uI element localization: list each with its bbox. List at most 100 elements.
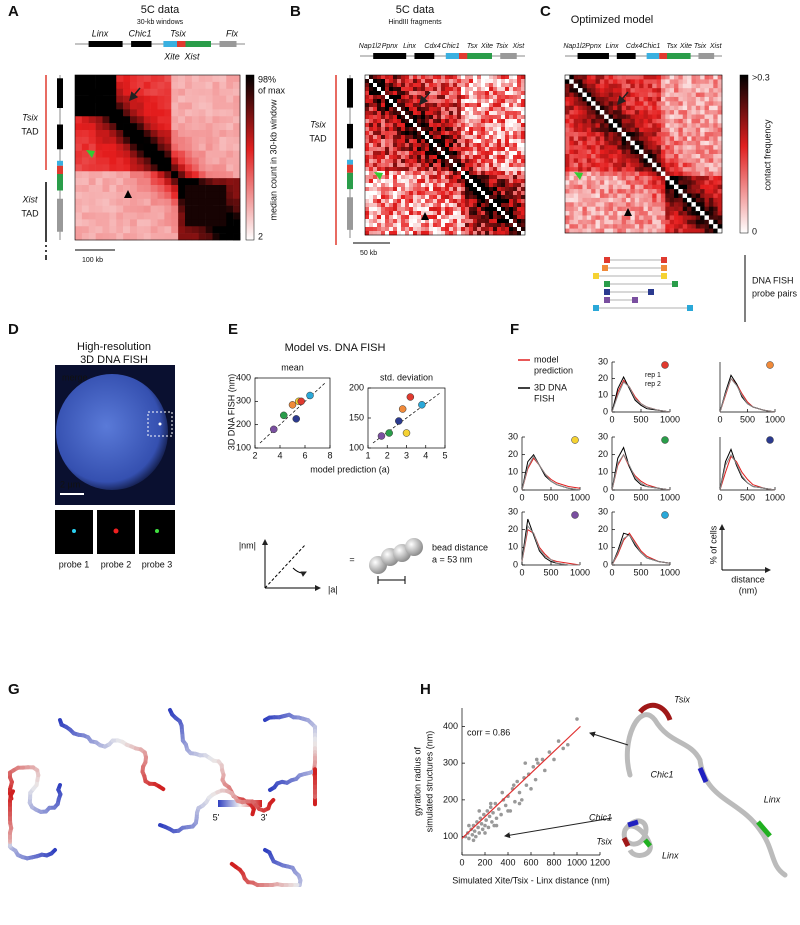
heatmap-cell xyxy=(497,155,502,160)
heatmap-cell xyxy=(401,107,406,112)
y-tick-label: 10 xyxy=(598,467,608,477)
heatmap-cell xyxy=(429,199,434,204)
heatmap-cell xyxy=(639,197,644,203)
heatmap-cell xyxy=(639,180,644,186)
heatmap-cell xyxy=(377,103,382,108)
heatmap-cell xyxy=(409,135,414,140)
heatmap-cell xyxy=(409,119,414,124)
heatmap-cell xyxy=(369,207,374,212)
heatmap-cell xyxy=(116,95,124,103)
heatmap-cell xyxy=(652,114,657,120)
heatmap-cell xyxy=(656,215,662,221)
heatmap-cell xyxy=(691,180,697,186)
heatmap-cell xyxy=(102,143,110,151)
heatmap-cell xyxy=(433,135,438,140)
heatmap-cell xyxy=(687,140,692,146)
heatmap-cell xyxy=(178,81,186,90)
heatmap-cell xyxy=(708,219,714,225)
heatmap-cell xyxy=(617,136,622,142)
heatmap-cell xyxy=(708,175,714,181)
heatmap-cell xyxy=(591,197,596,203)
heatmap-cell xyxy=(630,105,636,111)
heatmap-cell xyxy=(365,107,370,112)
heatmap-cell xyxy=(595,105,601,111)
heatmap-cell xyxy=(717,118,723,124)
heatmap-cell xyxy=(178,109,186,117)
heatmap-cell xyxy=(489,231,494,236)
heatmap-cell xyxy=(437,187,442,192)
heatmap-cell xyxy=(604,215,609,221)
heatmap-cell xyxy=(639,145,644,150)
heatmap-cell xyxy=(381,231,386,236)
heatmap-cell xyxy=(369,227,374,232)
heatmap-cell xyxy=(573,149,579,155)
heatmap-cell xyxy=(634,83,640,89)
heatmap-cell xyxy=(164,102,172,110)
heatmap-cell xyxy=(369,175,374,180)
heatmap-cell xyxy=(405,219,410,224)
heatmap-cell xyxy=(95,226,103,234)
heatmap-cell xyxy=(687,105,692,111)
heatmap-cell xyxy=(461,103,466,108)
axis-key xyxy=(719,524,771,573)
heatmap-cell xyxy=(578,149,583,155)
heatmap-cell xyxy=(505,211,510,216)
gene xyxy=(57,174,63,191)
heatmap-cell xyxy=(481,111,486,116)
heatmap-cell xyxy=(630,219,636,225)
heatmap-cell xyxy=(630,171,636,177)
heatmap-cell xyxy=(517,143,522,148)
heatmap-cell xyxy=(437,191,442,196)
heatmap-cell xyxy=(501,211,506,216)
heatmap-cell xyxy=(687,110,692,115)
heatmap-cell xyxy=(669,140,675,146)
heatmap-cell xyxy=(465,211,470,216)
heatmap-cell xyxy=(385,159,390,164)
heatmap-cell xyxy=(713,136,718,142)
heatmap-cell xyxy=(485,203,490,208)
heatmap-cell xyxy=(674,105,679,111)
heatmap-cell xyxy=(417,195,422,200)
heatmap-cell xyxy=(674,118,679,124)
gene xyxy=(347,164,353,173)
heatmap-cell xyxy=(469,95,474,100)
heatmap-cell xyxy=(413,135,418,140)
heatmap-cell xyxy=(497,163,502,168)
heatmap-cell xyxy=(389,151,394,156)
heatmap-cell xyxy=(521,167,526,172)
heatmap-cell xyxy=(674,114,679,120)
heatmap-cell xyxy=(505,151,510,156)
heatmap-cell xyxy=(493,211,498,216)
heatmap-cell xyxy=(660,206,666,212)
heatmap-cell xyxy=(136,143,145,151)
structure xyxy=(8,765,63,814)
heatmap-cell xyxy=(485,171,490,176)
arrowhead xyxy=(421,212,429,220)
heatmap-cell xyxy=(599,79,605,85)
heatmap-cell xyxy=(198,143,206,151)
x-tick-label: 5 xyxy=(442,450,447,460)
heatmap-cell xyxy=(473,151,478,156)
heatmap-cell xyxy=(489,207,494,212)
y-tick-label: 20 xyxy=(508,449,518,459)
heatmap-cell xyxy=(178,130,186,138)
heatmap-cell xyxy=(717,180,723,186)
heatmap-cell xyxy=(501,155,506,160)
heatmap-cell xyxy=(405,123,410,128)
heatmap-cell xyxy=(497,167,502,172)
heatmap-cell xyxy=(669,114,675,120)
heatmap-cell xyxy=(513,199,518,204)
heatmap-cell xyxy=(373,207,378,212)
series-line xyxy=(611,379,671,413)
heatmap-cell xyxy=(88,123,96,131)
heatmap-cell xyxy=(469,191,474,196)
heatmap-cell xyxy=(708,228,714,234)
heatmap-cell xyxy=(81,185,90,193)
heatmap-cell xyxy=(393,179,398,184)
heatmap-cell xyxy=(505,159,510,164)
heatmap-cell xyxy=(226,75,234,83)
heatmap-cell xyxy=(457,127,462,132)
heatmap-cell xyxy=(643,83,649,89)
heatmap-cell xyxy=(717,206,723,212)
heatmap-cell xyxy=(409,139,414,144)
